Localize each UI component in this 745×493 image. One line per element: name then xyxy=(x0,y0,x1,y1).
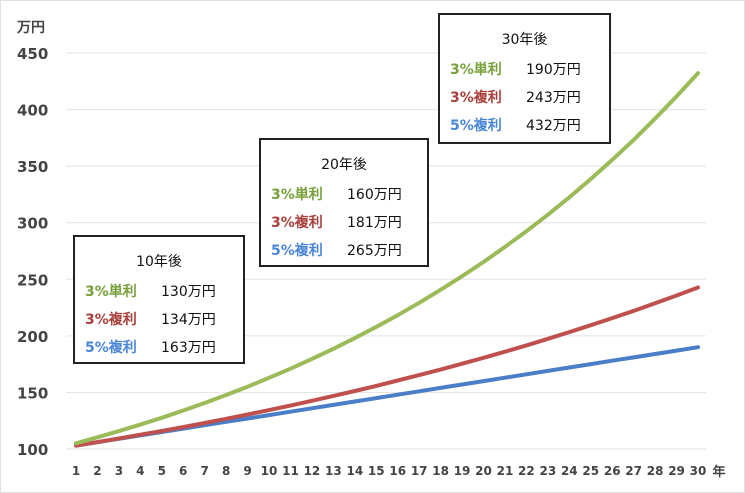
x-tick-label: 26 xyxy=(604,464,621,478)
annotation-value: 181万円 xyxy=(347,215,402,231)
x-tick-label: 12 xyxy=(304,464,321,478)
x-tick-label: 13 xyxy=(325,464,342,478)
x-tick-label: 15 xyxy=(368,464,385,478)
y-tick-label: 400 xyxy=(17,102,48,120)
x-tick-label: 29 xyxy=(668,464,685,478)
annotation-value: 243万円 xyxy=(526,90,581,106)
x-tick-label: 11 xyxy=(282,464,299,478)
x-tick-label: 9 xyxy=(243,464,251,478)
x-tick-label: 27 xyxy=(625,464,642,478)
x-tick-label: 18 xyxy=(432,464,449,478)
annotation-row: 5%複利 163万円 xyxy=(75,333,243,361)
x-tick-label: 16 xyxy=(389,464,406,478)
y-tick-label: 200 xyxy=(17,328,48,346)
series-line-3%複利 xyxy=(74,285,700,448)
annotation-label: 3%単利 xyxy=(85,284,137,300)
annotation-label: 5%複利 xyxy=(450,118,502,134)
annotation-row: 5%複利 265万円 xyxy=(261,236,427,264)
annotation-title: 30年後 xyxy=(501,32,548,48)
x-tick-label: 17 xyxy=(411,464,428,478)
x-tick-label: 25 xyxy=(582,464,599,478)
x-axis-label: 年 xyxy=(712,464,725,480)
x-tick-label: 1 xyxy=(72,464,80,478)
x-tick-label: 23 xyxy=(540,464,557,478)
annotation-label: 3%単利 xyxy=(450,62,502,78)
x-tick-label: 10 xyxy=(261,464,278,478)
x-tick-label: 24 xyxy=(561,464,578,478)
y-tick-label: 300 xyxy=(17,215,48,233)
annotation-value: 265万円 xyxy=(347,243,402,259)
annotation-value: 134万円 xyxy=(161,312,216,328)
x-tick-label: 14 xyxy=(346,464,363,478)
x-tick-label: 3 xyxy=(115,464,123,478)
y-axis-label: 万円 xyxy=(16,20,45,36)
annotation-value: 163万円 xyxy=(161,340,216,356)
annotation-30y: 30年後 3%単利 190万円 3%複利 243万円 5%複利 432万円 xyxy=(438,13,611,144)
annotation-label: 5%複利 xyxy=(271,243,323,259)
annotation-value: 130万円 xyxy=(161,284,216,300)
x-tick-label: 8 xyxy=(222,464,230,478)
y-tick-label: 150 xyxy=(17,384,48,402)
y-tick-label: 100 xyxy=(17,441,48,459)
annotation-row: 3%単利 160万円 xyxy=(261,180,427,208)
x-tick-label: 28 xyxy=(647,464,664,478)
y-tick-label: 350 xyxy=(17,158,48,176)
annotation-label: 3%単利 xyxy=(271,187,323,203)
annotation-label: 3%複利 xyxy=(85,312,137,328)
x-tick-label: 2 xyxy=(93,464,101,478)
annotation-value: 432万円 xyxy=(526,118,581,134)
x-tick-label: 7 xyxy=(201,464,209,478)
annotation-row: 3%複利 181万円 xyxy=(261,208,427,236)
annotation-title: 10年後 xyxy=(136,254,182,270)
x-tick-label: 22 xyxy=(518,464,535,478)
annotation-label: 5%複利 xyxy=(85,340,137,356)
annotation-title: 20年後 xyxy=(321,157,367,173)
annotation-row: 5%複利 432万円 xyxy=(440,111,609,139)
annotation-row: 3%単利 190万円 xyxy=(440,55,609,83)
x-tick-label: 4 xyxy=(136,464,144,478)
annotation-label: 3%複利 xyxy=(271,215,323,231)
x-tick-label: 19 xyxy=(454,464,471,478)
x-tick-label: 30 xyxy=(690,464,707,478)
annotation-10y: 10年後 3%単利 130万円 3%複利 134万円 5%複利 163万円 xyxy=(73,235,245,364)
y-tick-label: 450 xyxy=(17,45,48,63)
x-tick-label: 21 xyxy=(497,464,514,478)
y-tick-label: 250 xyxy=(17,271,48,289)
annotation-value: 190万円 xyxy=(526,62,581,78)
series-line-5%複利 xyxy=(74,71,700,446)
x-tick-label: 5 xyxy=(158,464,166,478)
x-tick-label: 20 xyxy=(475,464,492,478)
x-tick-label: 6 xyxy=(179,464,187,478)
annotation-label: 3%複利 xyxy=(450,90,502,106)
annotation-20y: 20年後 3%単利 160万円 3%複利 181万円 5%複利 265万円 xyxy=(259,138,429,267)
annotation-value: 160万円 xyxy=(347,187,402,203)
annotation-row: 3%単利 130万円 xyxy=(75,277,243,305)
annotation-row: 3%複利 134万円 xyxy=(75,305,243,333)
annotation-row: 3%複利 243万円 xyxy=(440,83,609,111)
